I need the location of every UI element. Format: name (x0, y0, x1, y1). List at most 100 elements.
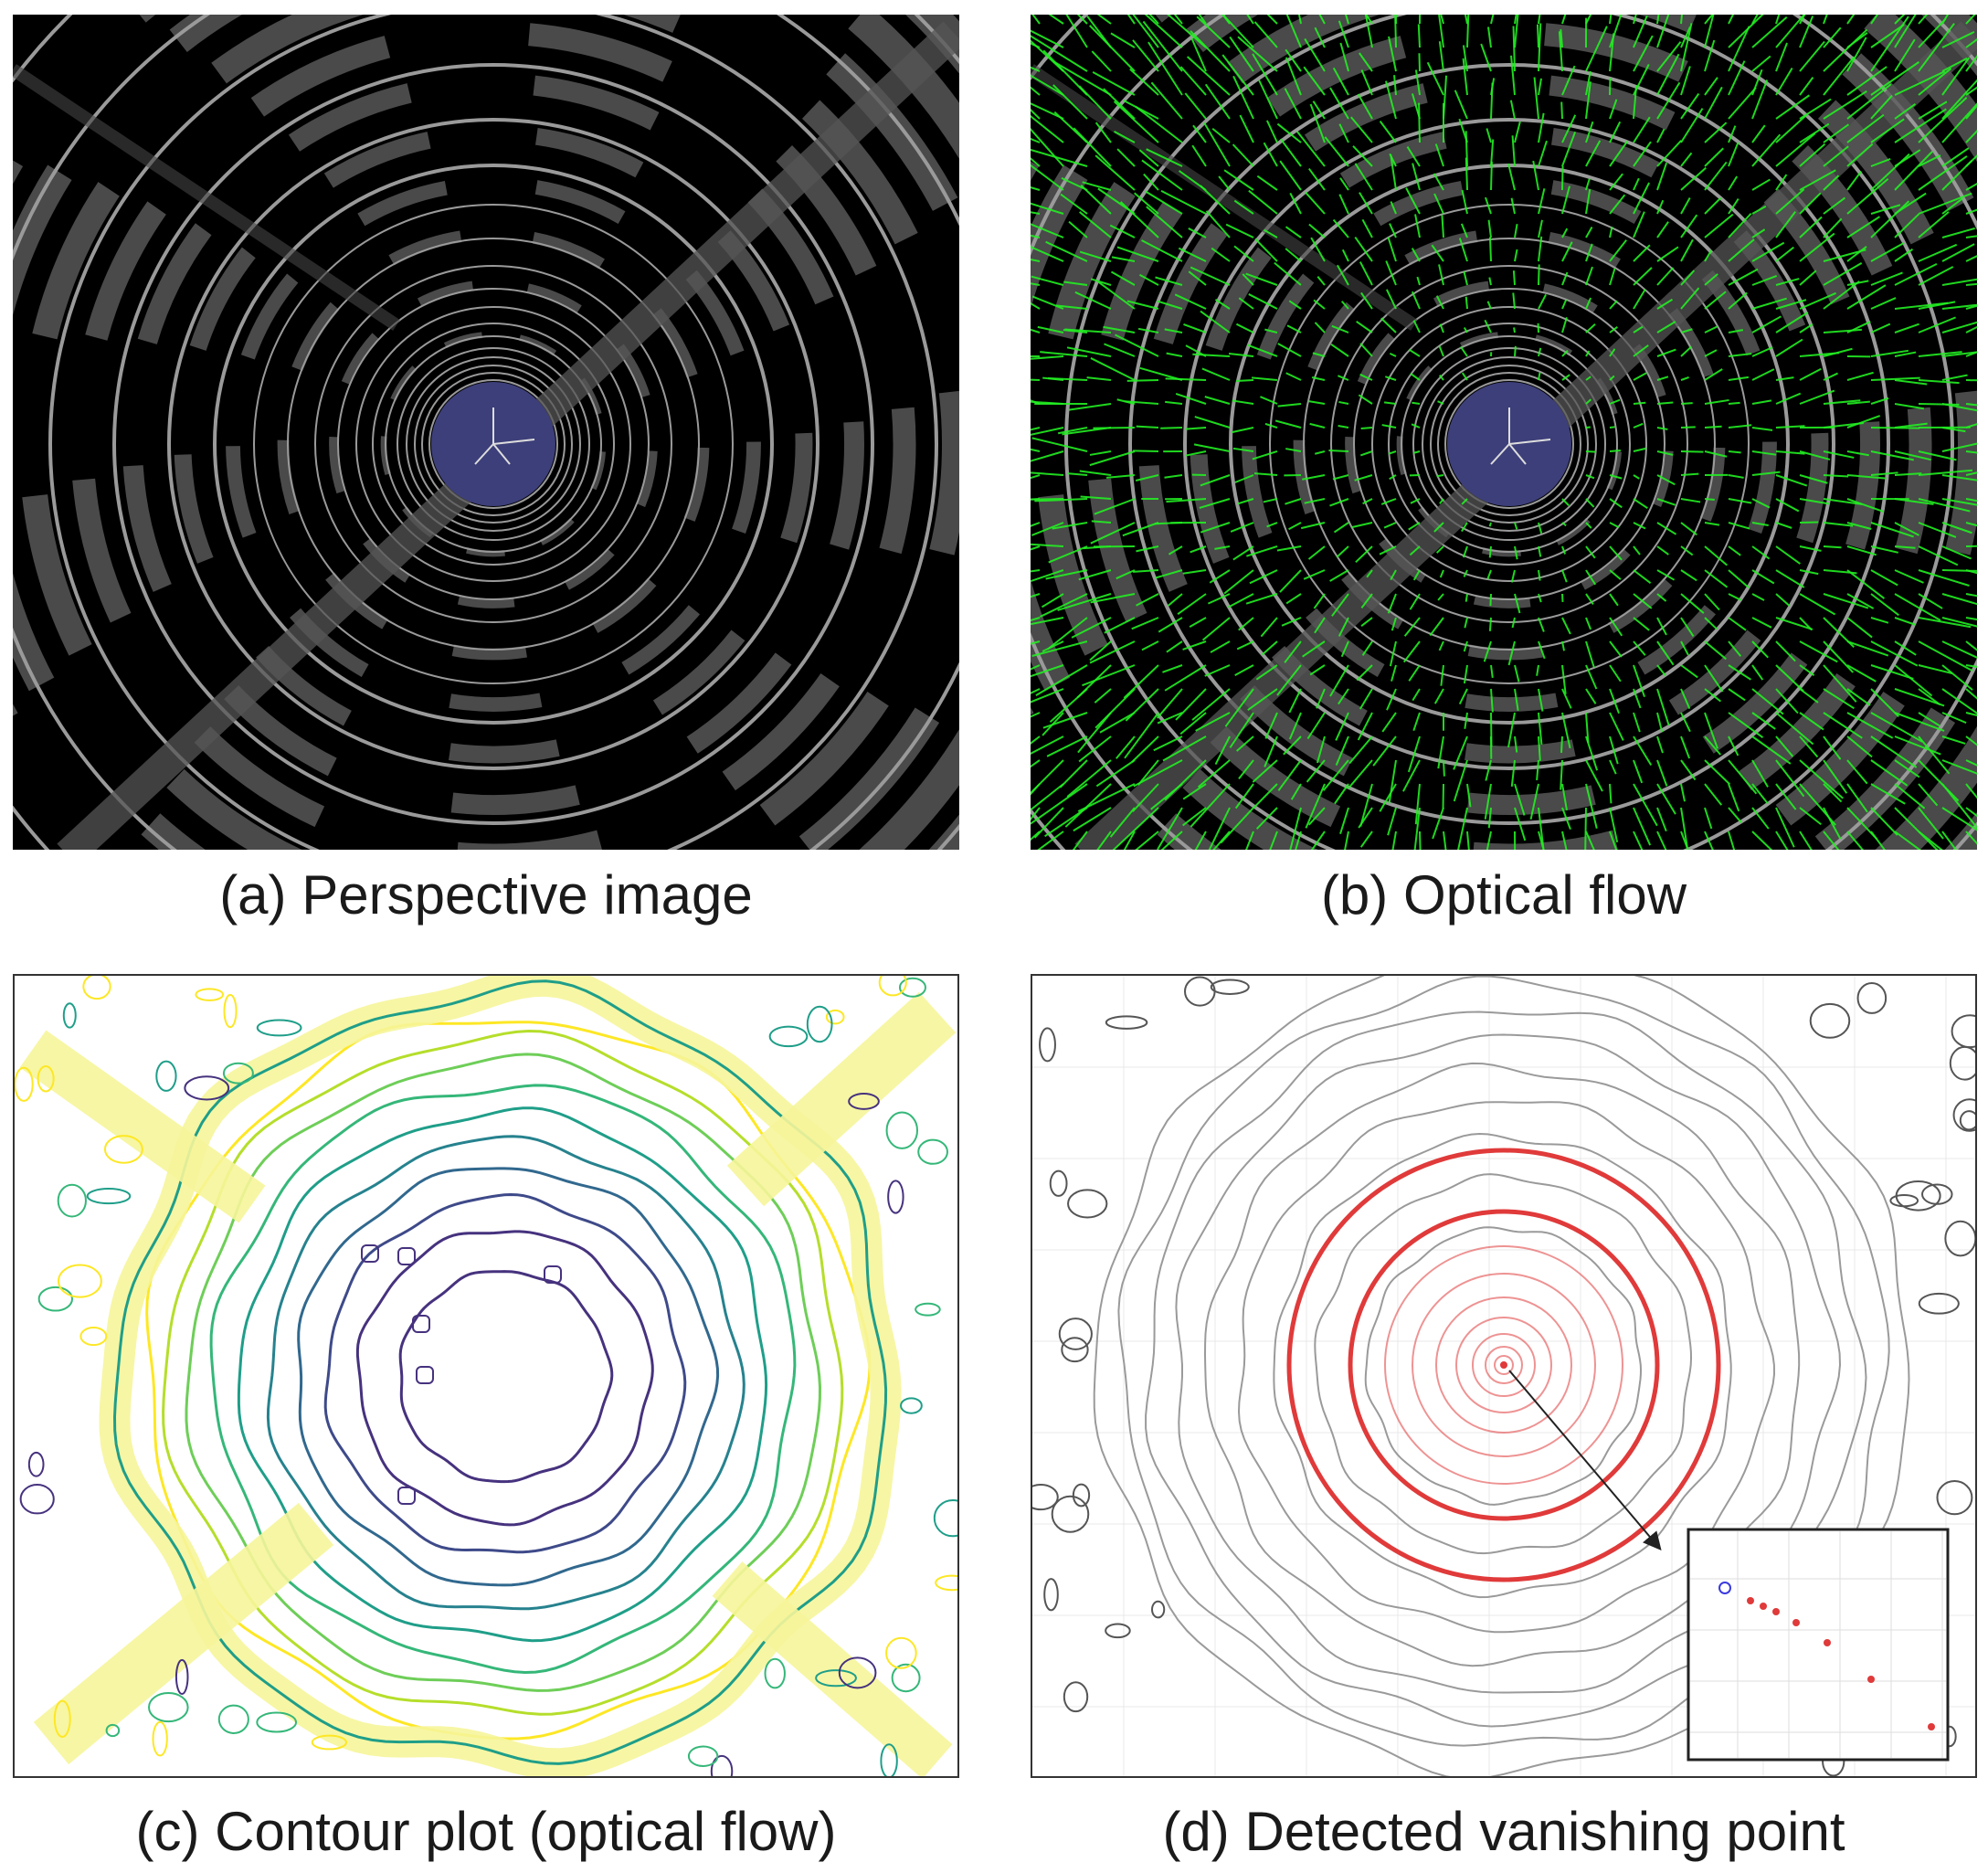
flow-vector (1680, 783, 1686, 802)
flow-vector (1965, 325, 1977, 333)
flow-vector (1307, 167, 1326, 191)
flow-vector (1490, 664, 1494, 678)
tunnel-segment (1550, 180, 1642, 225)
flow-vector (1031, 427, 1064, 436)
flow-vector (1633, 141, 1652, 167)
flow-vector (1232, 447, 1254, 452)
flow-vector (1254, 238, 1278, 262)
tunnel-segment (1307, 302, 1356, 371)
flow-vector (1918, 18, 1947, 48)
flow-vector (1232, 427, 1254, 434)
flow-vector (1751, 399, 1772, 405)
flow-vector (1285, 593, 1302, 605)
contour-line (185, 1053, 822, 1692)
flow-vector (1728, 142, 1740, 167)
flow-vector (1965, 304, 1977, 310)
tunnel-segment (1606, 451, 1623, 491)
flow-vector (1609, 33, 1615, 72)
flow-vector (1751, 133, 1782, 167)
flow-vector (1276, 122, 1302, 143)
flow-vector (1461, 189, 1468, 215)
flow-vector (1488, 545, 1492, 558)
flow-vector (1314, 322, 1326, 333)
flow-vector (1433, 688, 1444, 704)
caption-c: (c) Contour plot (optical flow) (135, 1801, 837, 1862)
tunnel-ring (48, 15, 938, 850)
flow-vector (1585, 297, 1592, 310)
flow-vector (1680, 688, 1691, 710)
flow-vector (1609, 617, 1623, 637)
flow-vector (1114, 131, 1136, 143)
tunnel-segment (1875, 725, 1977, 850)
flow-vector (1096, 831, 1112, 850)
flow-vector (1609, 121, 1622, 143)
flow-vector (1315, 450, 1326, 455)
flow-vector (1356, 664, 1373, 682)
tunnel-ring (414, 365, 573, 524)
tunnel-segment (357, 180, 448, 227)
flow-vector (1094, 122, 1112, 143)
flow-vector (1031, 471, 1064, 476)
flow-vector (1965, 379, 1977, 382)
flow-vector (1799, 807, 1822, 826)
flow-vector (1656, 450, 1674, 456)
flow-vector (1388, 759, 1397, 804)
flow-vector (1031, 137, 1041, 143)
flow-vector (1225, 223, 1254, 238)
flow-vector (1135, 474, 1159, 481)
contour-blob (397, 1487, 416, 1505)
flow-vector (1195, 712, 1231, 732)
flow-vector (1609, 522, 1620, 529)
flow-vector (1104, 343, 1136, 357)
flow-vector (1585, 688, 1597, 704)
flow-vector (1031, 688, 1041, 694)
flow-vector (1680, 807, 1689, 850)
tunnel-segment (1842, 53, 1974, 211)
flow-vector (1229, 712, 1254, 748)
flow-vector (1870, 688, 1899, 718)
gray-contour (1203, 1062, 1801, 1667)
flow-vector (1167, 593, 1183, 607)
flow-vector (1031, 617, 1041, 622)
flow-vector (1354, 163, 1373, 191)
flow-vector (1147, 41, 1183, 96)
flow-vector (1728, 329, 1744, 333)
inset-iteration-point (1928, 1723, 1935, 1730)
tunnel-segment (1864, 15, 1977, 163)
tunnel-segment (141, 813, 206, 850)
flow-vector (1609, 239, 1627, 262)
inset-iteration-point (1772, 1608, 1780, 1615)
flow-vector (1433, 193, 1444, 215)
flow-vector (1466, 15, 1470, 48)
flow-vector (1656, 522, 1677, 535)
flow-vector (1823, 640, 1854, 673)
flow-vector (1281, 617, 1302, 627)
tunnel-segment (122, 465, 172, 592)
flow-vector (1870, 450, 1914, 461)
flow-vector (1302, 640, 1326, 658)
flow-vector (1965, 154, 1977, 167)
tunnel-segment (1544, 23, 1688, 82)
flow-vector (1288, 712, 1302, 740)
contour-blob (174, 1658, 189, 1695)
flow-vector (1680, 617, 1695, 637)
tunnel-segment (13, 164, 72, 316)
flow-vector (1031, 783, 1064, 811)
flow-vector (1137, 327, 1159, 333)
flow-vector (1775, 94, 1811, 120)
flow-vector (1918, 712, 1940, 727)
flow-vector (1261, 640, 1278, 656)
flow-vector (1656, 401, 1674, 405)
tunnel-segment (189, 247, 256, 351)
flow-vector (1870, 712, 1923, 743)
flow-vector (1303, 569, 1326, 580)
flow-vector (1799, 688, 1819, 704)
tunnel-segment (1306, 608, 1385, 677)
flow-vector (1031, 29, 1064, 48)
flow-vector (1092, 71, 1136, 96)
flow-vector (1751, 712, 1776, 730)
flow-vector (1870, 204, 1901, 215)
flow-vector (1263, 142, 1278, 167)
flow-vector (1751, 450, 1777, 456)
tunnel-segment (277, 439, 301, 514)
